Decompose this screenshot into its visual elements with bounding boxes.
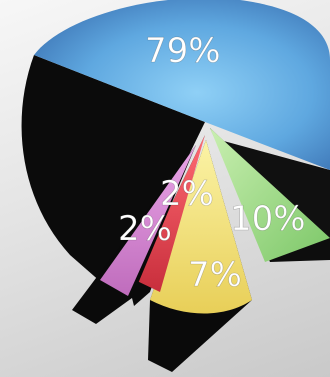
- label-79: 79%: [145, 31, 221, 71]
- slice-79-side: [21, 55, 206, 290]
- slice-7: [150, 140, 252, 314]
- slice-2b: [100, 145, 196, 296]
- slice-79: [34, 0, 330, 170]
- slice-10: [210, 128, 330, 262]
- label-2b: 2%: [118, 209, 172, 249]
- slice-2a: [135, 135, 205, 292]
- label-2a: 2%: [160, 174, 214, 214]
- label-7: 7%: [188, 255, 242, 295]
- label-10: 10%: [230, 199, 306, 239]
